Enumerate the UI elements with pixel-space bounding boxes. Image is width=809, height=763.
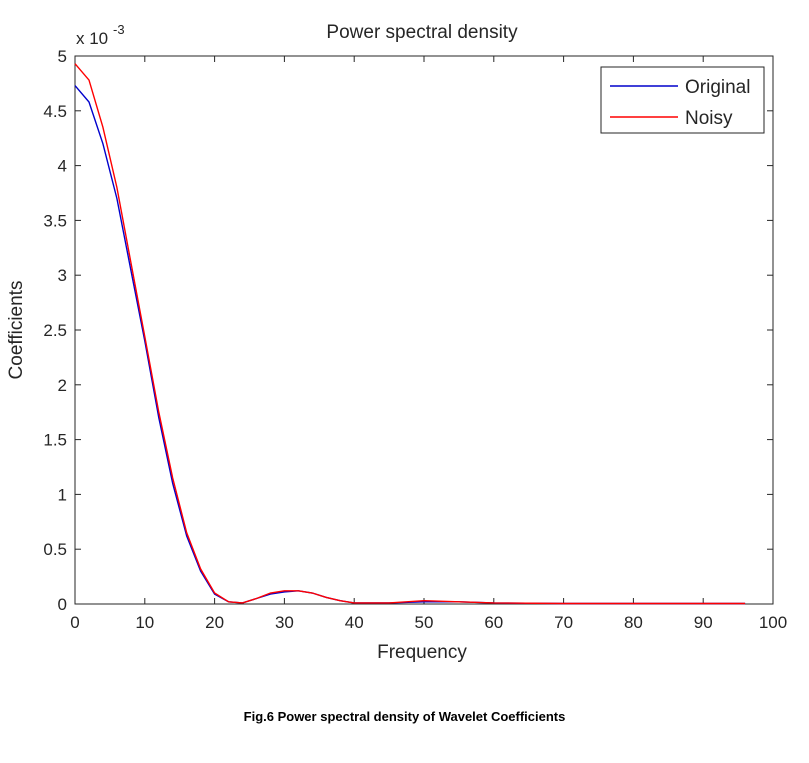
x-tick-label: 50 xyxy=(415,613,434,632)
y-exponent-label: x 10 xyxy=(76,29,108,48)
y-axis-label: Coefficients xyxy=(6,281,27,380)
x-tick-label: 20 xyxy=(205,613,224,632)
x-tick-label: 90 xyxy=(694,613,713,632)
y-tick-label: 0.5 xyxy=(43,540,67,559)
y-tick-label: 0 xyxy=(58,595,67,614)
legend-label-noisy: Noisy xyxy=(685,108,733,129)
y-tick-label: 4 xyxy=(58,157,67,176)
legend-label-original: Original xyxy=(685,77,750,98)
legend-box xyxy=(600,66,765,134)
x-tick-label: 30 xyxy=(275,613,294,632)
y-tick-label: 3.5 xyxy=(43,211,67,230)
y-exponent-power: -3 xyxy=(113,22,125,37)
x-tick-label: 80 xyxy=(624,613,643,632)
y-tick-label: 2 xyxy=(58,376,67,395)
x-axis-label: Frequency xyxy=(377,642,467,663)
series-line-noisy xyxy=(74,63,746,605)
x-tick-label: 10 xyxy=(135,613,154,632)
x-tick-label: 70 xyxy=(554,613,573,632)
legend: Original Noisy xyxy=(600,66,765,134)
x-tick-label: 0 xyxy=(70,613,79,632)
tick-group: 0 10 20 30 40 50 60 70 80 90 100 0 0.5 1 1.5 2 2.5 3 3.5 4 4… xyxy=(43,47,787,632)
y-tick-label: 1.5 xyxy=(43,431,67,450)
y-tick-label: 3 xyxy=(58,266,67,285)
x-tick-label: 60 xyxy=(484,613,503,632)
x-tick-label: 40 xyxy=(345,613,364,632)
x-tick-label: 100 xyxy=(759,613,787,632)
plot-area xyxy=(74,55,774,605)
y-tick-label: 1 xyxy=(58,485,67,504)
series-group xyxy=(74,63,746,605)
chart-title: Power spectral density xyxy=(326,22,518,43)
y-tick-label: 5 xyxy=(58,47,67,66)
y-tick-label: 2.5 xyxy=(43,321,67,340)
figure-caption: Fig.6 Power spectral density of Wavelet … xyxy=(243,709,566,724)
psd-chart: 0 10 20 30 40 50 60 70 80 90 100 0 0.5 1 1.5 2 2.5 3 3.5 4 4… xyxy=(6,22,787,663)
y-tick-label: 4.5 xyxy=(43,102,67,121)
